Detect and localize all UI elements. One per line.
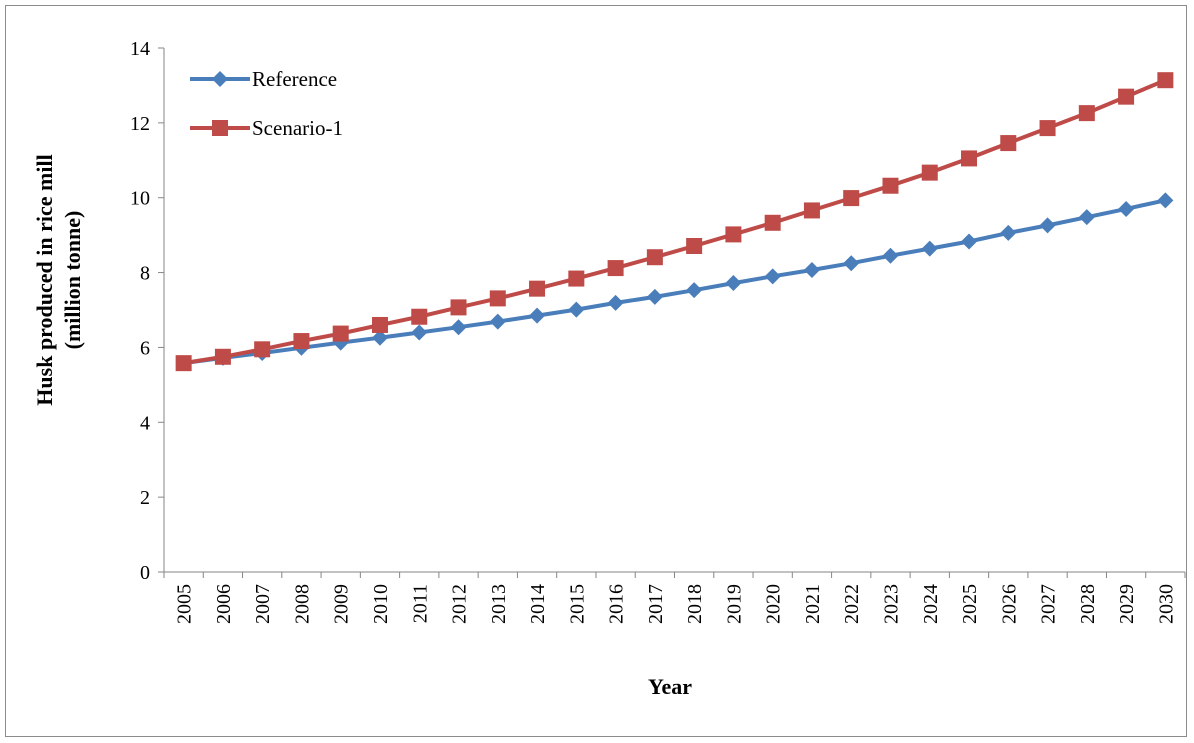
data-point — [646, 249, 663, 266]
x-tick-label: 2011 — [409, 584, 431, 623]
series-reference — [175, 192, 1174, 372]
legend-marker — [212, 71, 228, 87]
x-tick-label: 2006 — [213, 584, 235, 624]
data-point — [1000, 224, 1017, 241]
data-point — [803, 261, 820, 278]
data-point — [1118, 88, 1135, 105]
data-point — [214, 348, 231, 365]
data-point — [1000, 135, 1017, 152]
y-tick-label: 2 — [140, 487, 150, 509]
y-tick-label: 4 — [140, 412, 150, 434]
y-axis-title-line1: Husk produced in rice mill — [32, 154, 57, 405]
y-tick-label: 6 — [140, 337, 150, 359]
data-point — [764, 268, 781, 285]
data-point — [489, 290, 506, 307]
data-point — [332, 325, 349, 342]
x-tick-label: 2013 — [488, 584, 510, 624]
data-point — [1039, 217, 1056, 234]
data-point — [450, 319, 467, 336]
x-tick-label: 2005 — [174, 584, 196, 624]
data-point — [607, 294, 624, 311]
y-tick-label: 14 — [130, 38, 150, 60]
data-point — [686, 282, 703, 299]
x-tick-label: 2021 — [802, 584, 824, 624]
data-point — [411, 324, 428, 341]
legend-item: Scenario-1 — [190, 116, 343, 140]
x-tick-label: 2026 — [998, 584, 1020, 624]
x-axis-title: Year — [648, 674, 692, 699]
data-point — [450, 299, 467, 316]
x-tick-label: 2012 — [449, 584, 471, 624]
data-point — [725, 275, 742, 292]
data-point — [921, 240, 938, 257]
x-tick-label: 2020 — [763, 584, 785, 624]
data-point — [1039, 120, 1056, 137]
data-point — [254, 341, 271, 358]
x-tick-label: 2010 — [370, 584, 392, 624]
data-point — [725, 226, 742, 243]
y-tick-label: 12 — [130, 113, 150, 135]
data-point — [607, 260, 624, 277]
data-point — [921, 164, 938, 181]
y-tick-label: 0 — [140, 562, 150, 584]
data-point — [371, 316, 388, 333]
data-point — [1118, 200, 1135, 217]
legend-label: Reference — [252, 67, 337, 91]
x-tick-label: 2029 — [1116, 584, 1138, 624]
x-tick-label: 2024 — [920, 584, 942, 624]
data-point — [843, 190, 860, 207]
x-tick-label: 2025 — [959, 584, 981, 624]
data-point — [568, 270, 585, 287]
data-point — [1157, 72, 1174, 89]
data-point — [686, 237, 703, 254]
data-point — [764, 214, 781, 231]
data-point — [646, 288, 663, 305]
data-point — [371, 329, 388, 346]
x-tick-label: 2017 — [645, 584, 667, 624]
data-point — [175, 355, 192, 372]
legend-marker — [212, 120, 228, 136]
data-point — [568, 301, 585, 318]
x-tick-label: 2023 — [880, 584, 902, 624]
y-axis-title-line2: (million tonne) — [60, 211, 85, 350]
legend-item: Reference — [190, 67, 337, 91]
data-point — [882, 177, 899, 194]
legend: Reference Scenario-1 — [190, 67, 343, 140]
x-tick-label: 2016 — [606, 584, 628, 624]
x-tick-label: 2008 — [291, 584, 313, 624]
data-point — [882, 247, 899, 264]
x-tick-label: 2022 — [841, 584, 863, 624]
data-point — [1157, 192, 1174, 209]
data-point — [529, 307, 546, 324]
x-tick-label: 2007 — [252, 584, 274, 624]
x-tick-label: 2027 — [1038, 584, 1060, 624]
data-point — [961, 233, 978, 250]
x-tick-label: 2014 — [527, 584, 549, 624]
data-point — [1078, 209, 1095, 226]
data-point — [843, 255, 860, 272]
x-tick-label: 2030 — [1155, 584, 1177, 624]
x-tick-label: 2019 — [723, 584, 745, 624]
legend-label: Scenario-1 — [252, 116, 343, 140]
series-layer — [175, 72, 1174, 372]
y-tick-label: 8 — [140, 263, 150, 285]
data-point — [529, 280, 546, 297]
y-tick-label: 10 — [130, 188, 150, 210]
axes: 0 2 4 6 8 10 12 14 2005 2006 2007 2008 2009 2010 2011 2… — [130, 38, 1186, 624]
data-point — [1078, 105, 1095, 122]
series-scenario-1 — [175, 72, 1174, 372]
data-point — [489, 313, 506, 330]
y-axis-title: Husk produced in rice mill (million tonn… — [32, 154, 85, 405]
x-tick-label: 2018 — [684, 584, 706, 624]
x-tick-label: 2009 — [331, 584, 353, 624]
data-point — [293, 333, 310, 350]
data-point — [803, 202, 820, 219]
x-tick-label: 2015 — [566, 584, 588, 624]
data-point — [961, 150, 978, 167]
series-line — [183, 198, 1166, 366]
x-tick-label: 2028 — [1077, 584, 1099, 624]
data-point — [411, 308, 428, 325]
